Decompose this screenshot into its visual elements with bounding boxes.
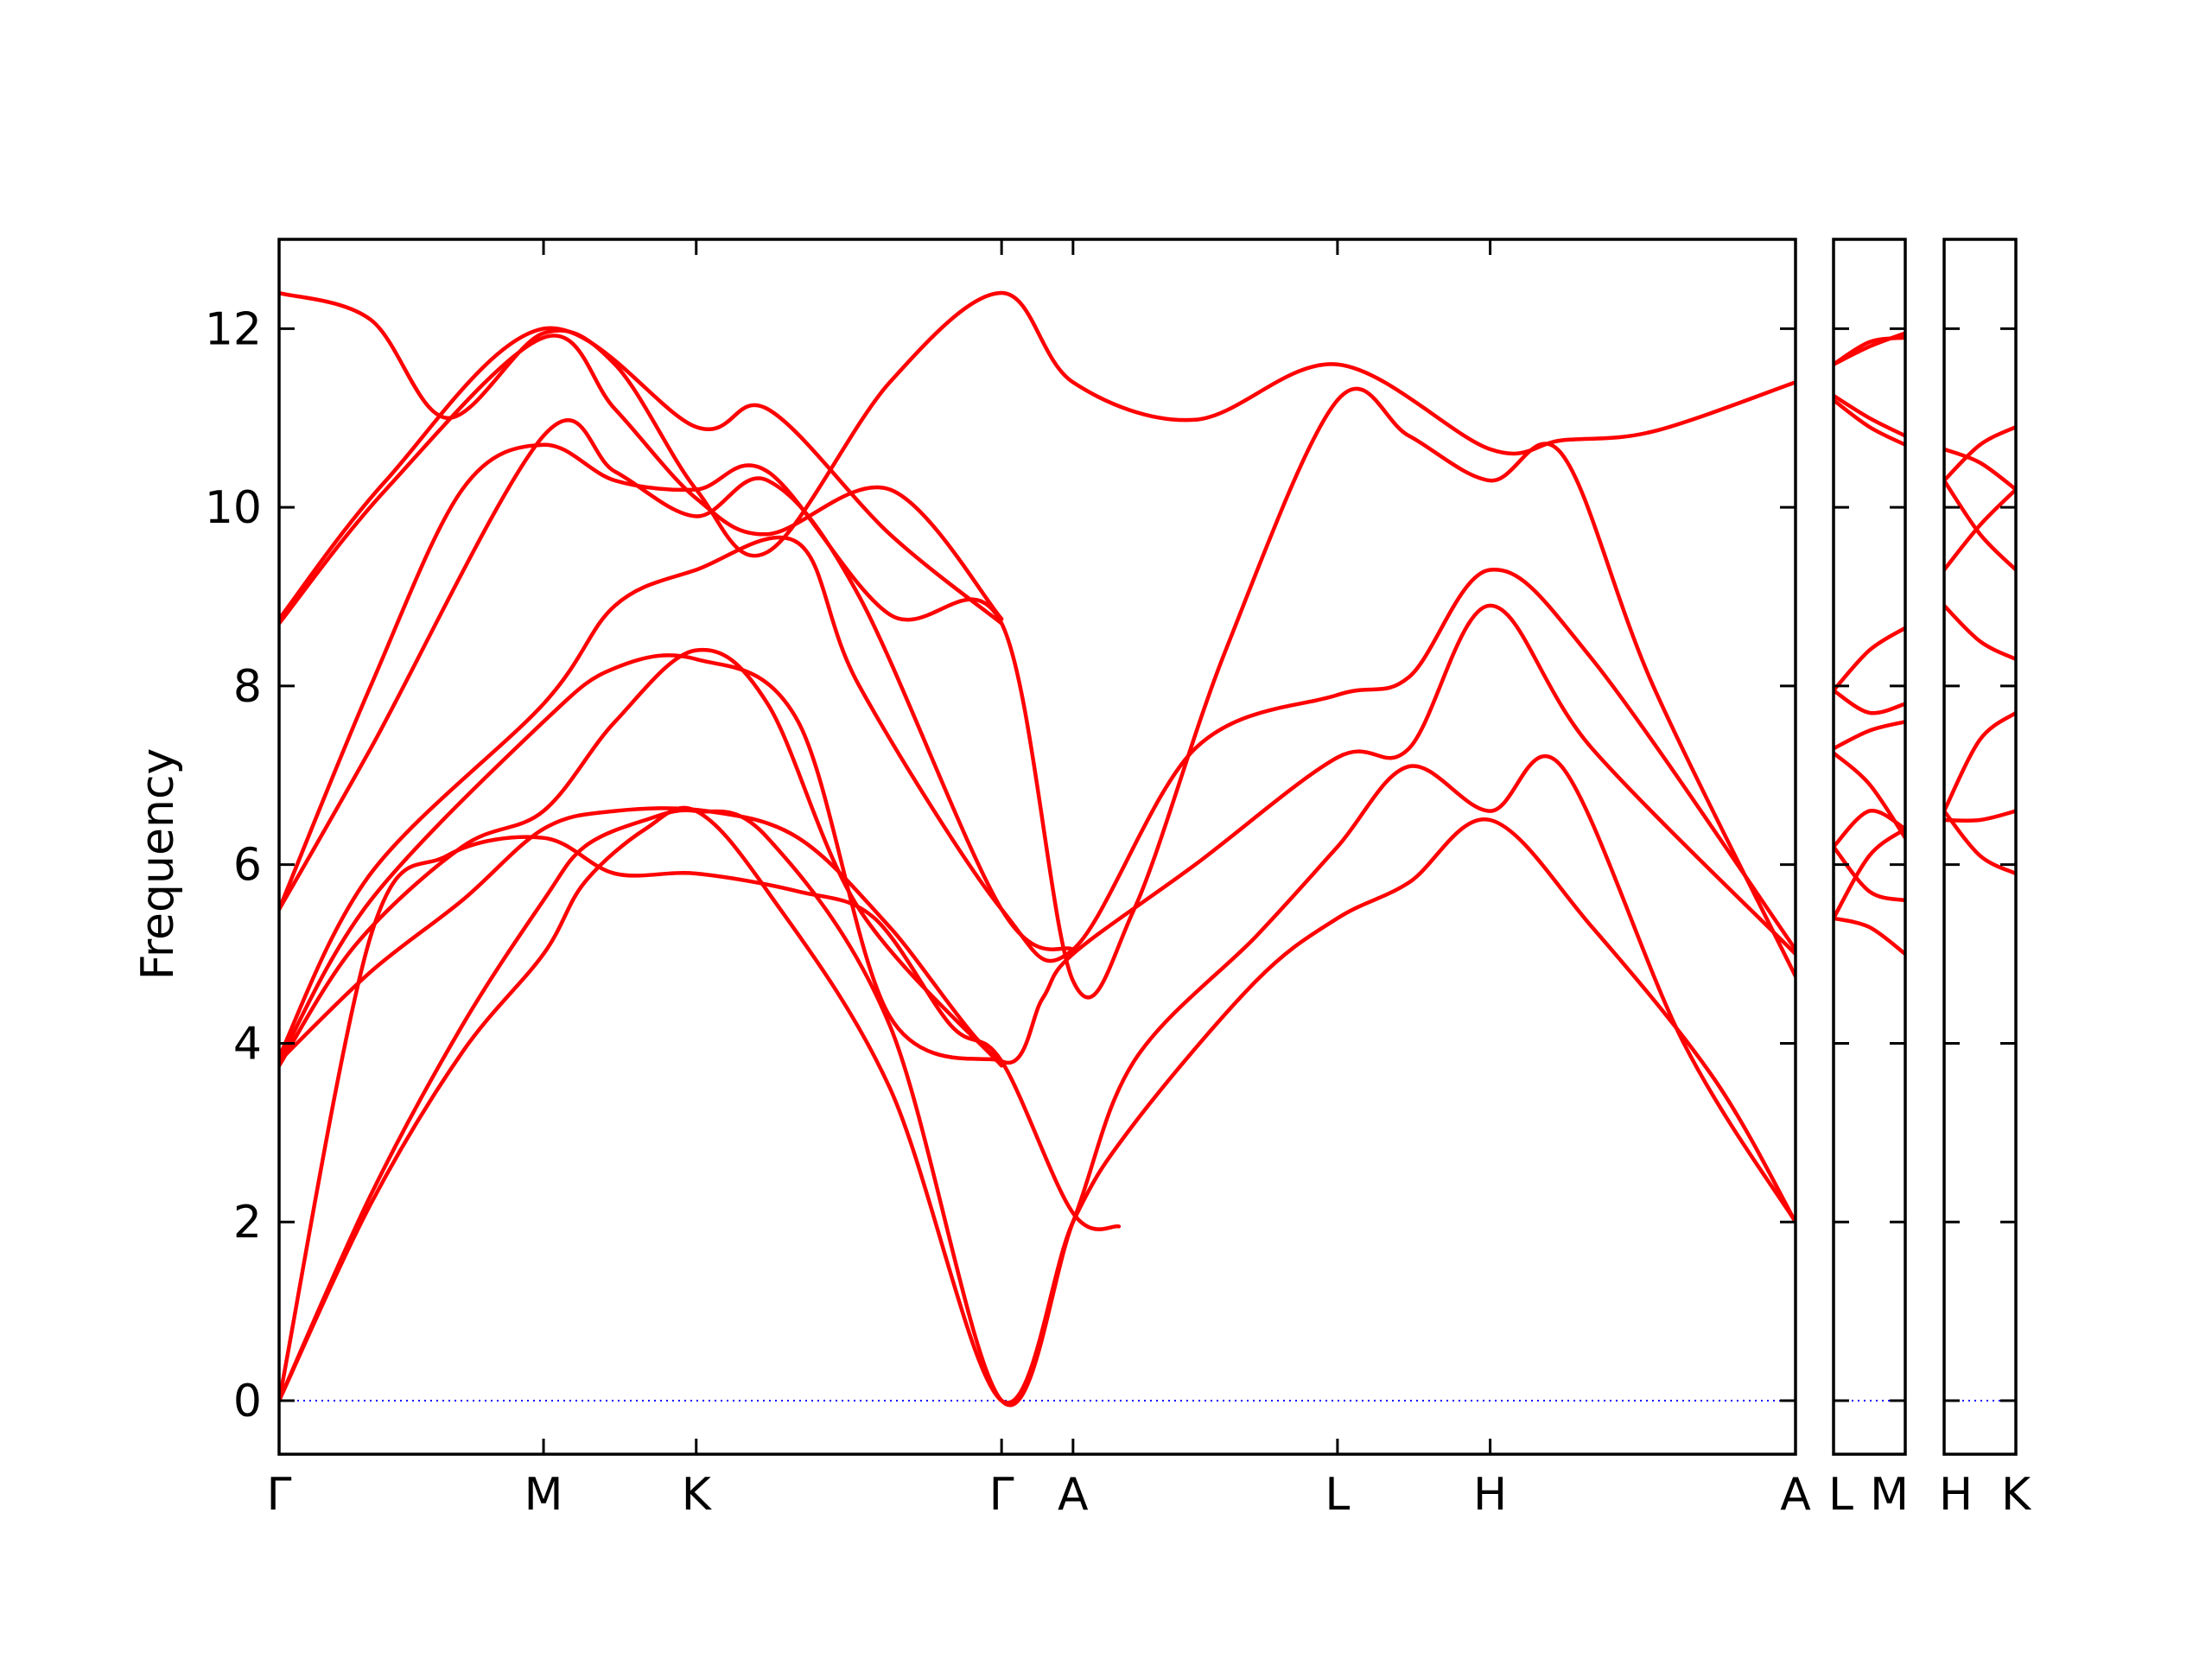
y-axis-label: Frequency <box>132 748 184 981</box>
band-line-5 <box>279 647 1004 1068</box>
band-line-8 <box>1834 626 1905 693</box>
band-line-4 <box>1834 809 1905 849</box>
x-tick-label: M <box>1870 1469 1909 1521</box>
band-group <box>1944 424 2016 876</box>
band-line-5 <box>1944 487 2016 572</box>
x-tick-label: K <box>2001 1469 2032 1521</box>
x-tick-label: A <box>1058 1469 1089 1521</box>
band-line-11 <box>279 326 1004 626</box>
band-line-3 <box>1834 844 1905 903</box>
x-tick-label: M <box>524 1469 563 1521</box>
band-line-1 <box>1944 809 2016 823</box>
y-tick-label: 6 <box>233 840 262 892</box>
x-tick-label: H <box>1939 1469 1973 1521</box>
band-line-9 <box>279 386 1796 1000</box>
band-line-8 <box>1944 447 2016 492</box>
band-line-12 <box>279 290 1796 558</box>
band-line-3 <box>1944 710 2016 813</box>
band-group <box>1834 331 1905 957</box>
band-line-9 <box>1834 397 1905 448</box>
band-line-6 <box>279 653 1004 1064</box>
axis-frame <box>277 238 1797 1456</box>
x-tick-label: H <box>1473 1469 1507 1521</box>
band-line-1 <box>279 805 1796 1405</box>
band-line-2 <box>1944 809 2016 876</box>
y-tick-label: 4 <box>233 1018 262 1070</box>
axis-frame <box>1832 238 1907 1456</box>
y-tick-label: 8 <box>233 661 262 713</box>
y-tick-label: 10 <box>205 482 262 534</box>
band-line-10 <box>1834 393 1905 438</box>
axis-frame <box>1942 238 2018 1456</box>
band-line-4 <box>279 603 1796 1065</box>
band-line-2 <box>1834 827 1905 920</box>
x-tick-label: L <box>1828 1469 1853 1521</box>
x-tick-label: Γ <box>989 1469 1014 1521</box>
band-line-3 <box>279 835 1122 1403</box>
band-line-1 <box>1834 916 1905 957</box>
band-line-6 <box>1944 478 2016 572</box>
y-tick-label: 0 <box>233 1376 262 1427</box>
band-line-2 <box>279 754 1796 1408</box>
y-tick-labels: 0 2 4 6 8 10 12 <box>205 303 262 1427</box>
x-tick-label: L <box>1325 1469 1350 1521</box>
y-tick-label: 2 <box>233 1197 262 1249</box>
band-group <box>279 290 1796 1408</box>
band-line-7 <box>1834 688 1905 715</box>
band-line-6 <box>1834 720 1905 751</box>
x-tick-label: Γ <box>267 1469 292 1521</box>
band-line-8 <box>279 418 1076 952</box>
band-line-10 <box>279 334 1004 626</box>
band-line-7 <box>1944 424 2016 483</box>
x-tick-label: A <box>1780 1469 1811 1521</box>
band-line-12 <box>1834 331 1905 366</box>
band-line-5 <box>1834 751 1905 840</box>
x-tick-label: K <box>682 1469 713 1521</box>
y-tick-label: 12 <box>205 303 262 355</box>
band-line-4 <box>1944 603 2016 662</box>
